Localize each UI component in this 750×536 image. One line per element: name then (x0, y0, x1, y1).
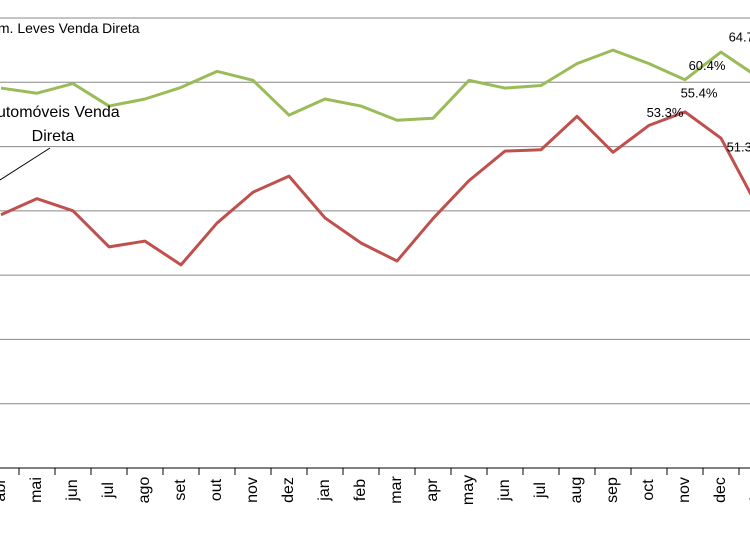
x-tick-label: oct (640, 479, 657, 501)
x-tick-label: jul (100, 482, 117, 499)
x-tick-label: ago (136, 477, 153, 504)
x-tick-label: may (460, 475, 477, 505)
x-tick-label: dec (712, 477, 729, 503)
x-tick-label: apr (424, 478, 441, 502)
x-tick-label: sep (604, 477, 621, 503)
x-tick-label: jan (748, 479, 750, 501)
series-line (0, 110, 750, 267)
x-tick-label: feb (352, 479, 369, 501)
x-tick-label: abr (0, 478, 9, 502)
x-tick-label: mai (28, 477, 45, 503)
x-tick-label: mar (388, 476, 405, 504)
x-tick-label: jun (496, 479, 513, 501)
series-annotation: Automóveis Venda Direta (0, 104, 120, 145)
x-tick-label: jan (316, 479, 333, 501)
x-tick-label: out (208, 478, 225, 501)
x-tick-label: nov (676, 477, 693, 503)
x-tick-label: set (172, 479, 189, 501)
leader-line (0, 147, 51, 181)
data-label: 51.3% (727, 140, 750, 155)
series-line (0, 48, 750, 122)
data-label: 55.4% (681, 85, 718, 100)
x-tick-label: jun (64, 479, 81, 501)
x-tick-label: nov (244, 477, 261, 503)
x-tick-label: jul (532, 482, 549, 499)
data-label: 64.7% (729, 30, 750, 45)
data-label: 53.3% (647, 105, 684, 120)
x-tick-label: dez (280, 477, 297, 503)
data-label: 60.4% (689, 58, 726, 73)
series-label: Com. Leves Venda Direta (0, 20, 140, 36)
x-tick-label: aug (568, 477, 585, 504)
